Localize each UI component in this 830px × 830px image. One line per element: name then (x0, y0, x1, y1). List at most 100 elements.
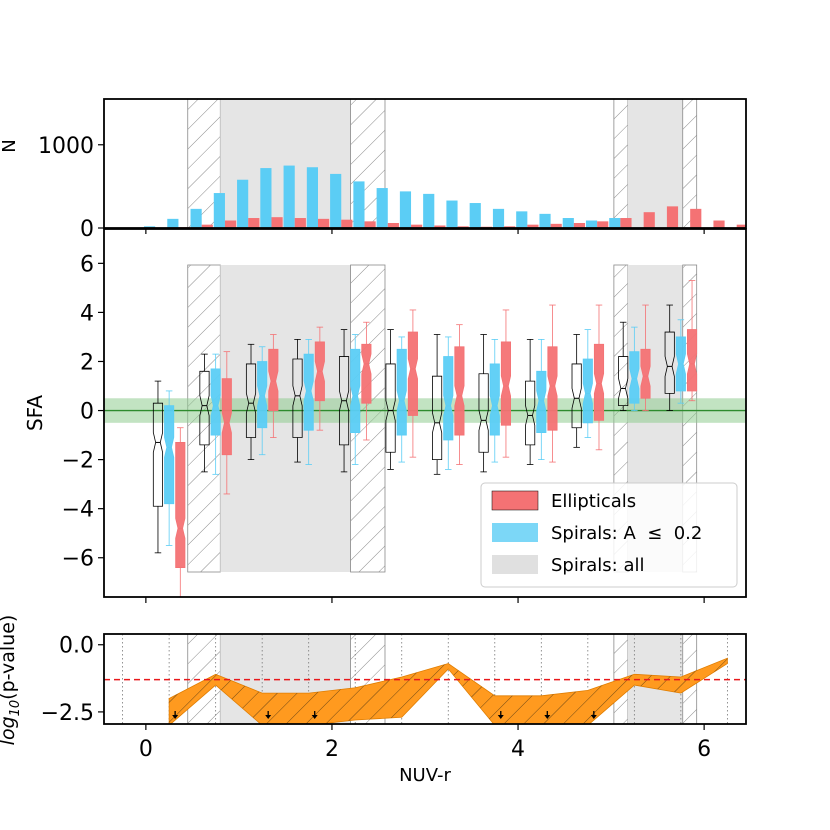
middle-ytick-label-6: −6 (62, 547, 94, 572)
box-spirals-a-0-2-6 (443, 336, 454, 470)
box-body (175, 442, 186, 568)
box-body (303, 353, 314, 431)
bar-ellipticals-8 (364, 221, 376, 228)
middle-y-axis-label: SFA (23, 395, 47, 431)
top-y-ticks: 0 1000 (38, 134, 104, 242)
legend: Ellipticals Spirals: A ≤ 0.2 Spirals: al… (480, 482, 738, 588)
arrow-head (544, 715, 551, 719)
bottom-ytick-label-1: −2.5 (41, 701, 94, 726)
bar-spirals-4 (237, 179, 249, 228)
top-ytick-label-1: 1000 (38, 134, 94, 159)
bar-spirals-12 (423, 193, 435, 228)
bar-ellipticals-11 (434, 225, 446, 228)
bar-spirals-20 (609, 218, 621, 228)
box-spirals-a-0-2-8 (536, 338, 547, 461)
box-spirals-a-0-2-4 (350, 334, 361, 465)
box-body (443, 356, 454, 441)
legend-swatch-ellipticals (491, 490, 539, 511)
upper-limit-arrows (172, 711, 597, 719)
arrow-2 (311, 711, 318, 719)
box-body (547, 346, 558, 431)
arrow-1 (265, 711, 272, 719)
box-spirals-a-0-2-0 (164, 390, 175, 546)
bar-spirals-9 (353, 181, 365, 228)
arrow-5 (590, 711, 597, 719)
box-ellipticals-7 (500, 309, 511, 458)
legend-label-ellipticals: Ellipticals (551, 491, 636, 512)
bar-spirals-3 (213, 193, 225, 228)
arrow-head (311, 715, 318, 719)
bottom-xtick-label-0: 0 (139, 737, 153, 762)
legend-frame (480, 482, 738, 588)
box-body (489, 363, 500, 436)
bar-spirals-10 (376, 188, 388, 228)
bar-spirals-18 (562, 218, 574, 228)
bar-ellipticals-24 (736, 224, 746, 228)
box-body (571, 363, 582, 429)
box-ellipticals-9 (593, 304, 605, 451)
box-spirals-a-0-2-5 (396, 336, 407, 463)
box-spirals-all-6 (432, 334, 443, 475)
bar-ellipticals-3 (248, 218, 260, 228)
box-ellipticals-6 (454, 324, 465, 465)
box-ellipticals-2 (268, 334, 279, 438)
arrow-0 (172, 711, 179, 719)
bar-spirals-19 (585, 220, 598, 228)
box-spirals-all-5 (385, 329, 396, 470)
legend-label-spirals-all: Spirals: all (551, 555, 644, 576)
top-hatch-3 (613, 99, 628, 228)
box-body (618, 356, 629, 407)
bar-ellipticals-22 (690, 208, 702, 228)
box-body (152, 402, 164, 507)
bottom-panel: 0.0 −2.5 0 2 4 6 log10(p-value) NUV-r (0, 615, 747, 786)
bar-ellipticals-2 (224, 220, 237, 228)
bar-spirals-1 (167, 218, 179, 228)
top-ytick-label-0: 0 (80, 217, 94, 242)
x-axis-label: NUV-r (399, 765, 451, 786)
bar-ellipticals-9 (387, 223, 399, 228)
bar-ellipticals-5 (294, 218, 306, 228)
box-body (361, 343, 372, 404)
box-spirals-all-0 (152, 380, 164, 554)
middle-panel: 6 4 2 0 −2 −4 −6 SFA Ellipticals Spirals: A ≤ … (23, 228, 747, 603)
bottom-panel-frame (103, 633, 747, 725)
box-spirals-a-0-2-7 (489, 338, 500, 463)
box-spirals-all-8 (525, 338, 536, 465)
box-plots (152, 280, 698, 597)
box-spirals-a-0-2-2 (257, 346, 268, 456)
middle-y-ticks: 6 4 2 0 −2 −4 −6 (62, 252, 104, 572)
arrow-head (590, 715, 597, 719)
bottom-ytick-label-0: 0.0 (59, 634, 94, 659)
bar-ellipticals-7 (341, 219, 353, 228)
box-body (500, 341, 511, 426)
bottom-xtick-label-1: 2 (325, 737, 339, 762)
box-spirals-a-0-2-1 (210, 353, 221, 475)
legend-swatch-spirals-a (492, 523, 538, 542)
middle-ytick-label-0: 6 (80, 252, 94, 277)
box-body (664, 331, 675, 394)
box-spirals-all-11 (664, 304, 675, 411)
box-body (164, 405, 175, 505)
box-body (221, 378, 232, 456)
box-body (339, 356, 350, 446)
middle-ytick-label-3: 0 (80, 400, 94, 425)
bar-ellipticals-17 (573, 223, 586, 228)
box-body (582, 358, 593, 424)
bar-spirals-13 (446, 200, 458, 228)
bottom-xtick-label-3: 6 (697, 737, 711, 762)
box-spirals-all-1 (199, 353, 210, 473)
middle-ytick-label-5: −4 (62, 498, 94, 523)
box-ellipticals-10 (640, 304, 651, 411)
bar-spirals-6 (283, 165, 295, 228)
bar-spirals-11 (399, 191, 412, 228)
box-body (593, 343, 605, 421)
bar-ellipticals-18 (597, 221, 609, 228)
box-spirals-all-3 (292, 338, 303, 463)
pvalue-band-hatch (169, 658, 728, 724)
box-spirals-all-7 (478, 334, 489, 473)
legend-label-spirals-a: Spirals: A ≤ 0.2 (551, 523, 702, 544)
bar-ellipticals-23 (713, 220, 725, 228)
bar-spirals-5 (260, 168, 272, 228)
arrow-4 (544, 711, 551, 719)
box-ellipticals-11 (686, 280, 698, 402)
